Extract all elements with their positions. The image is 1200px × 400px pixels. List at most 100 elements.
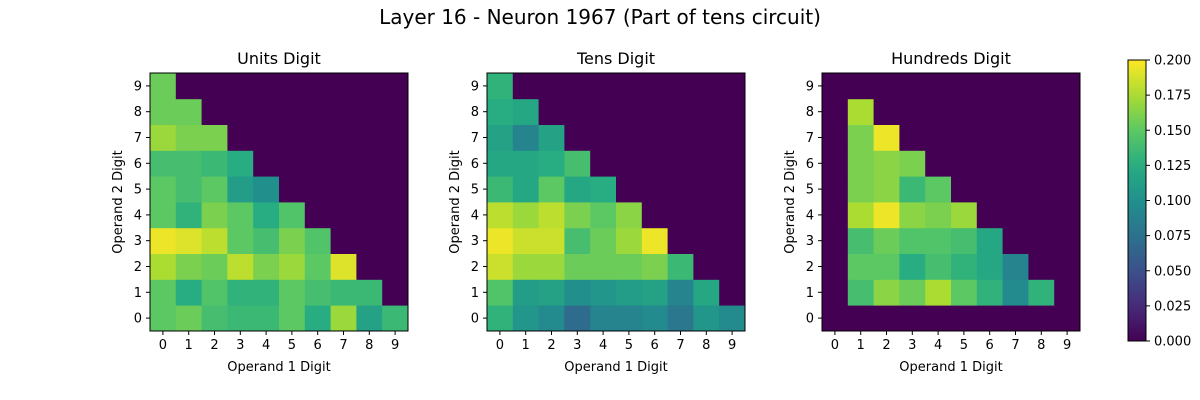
heatmap-cell <box>175 124 202 151</box>
heatmap-cell <box>1002 227 1029 254</box>
heatmap-cell <box>873 124 900 151</box>
x-tick-label: 7 <box>676 338 684 353</box>
heatmap-cell <box>641 150 668 177</box>
y-tick-label: 7 <box>134 131 142 146</box>
heatmap-cell <box>382 150 409 177</box>
heatmap-cell <box>693 73 720 100</box>
heatmap-cell <box>279 227 306 254</box>
heatmap-cell <box>330 124 357 151</box>
heatmap-cell <box>951 253 978 280</box>
y-tick-label: 7 <box>806 131 814 146</box>
heatmap-cell <box>590 176 617 203</box>
heatmap-cell <box>304 253 331 280</box>
heatmap-cell <box>175 150 202 177</box>
heatmap-cell <box>253 124 280 151</box>
heatmap-cell <box>590 253 617 280</box>
y-tick-label: 6 <box>471 157 479 172</box>
heatmap-cell <box>279 305 306 332</box>
heatmap-cell <box>330 227 357 254</box>
heatmap-cell <box>330 98 357 125</box>
x-tick-label: 0 <box>496 338 504 353</box>
heatmap-cell <box>382 73 409 100</box>
heatmap-cell <box>487 227 514 254</box>
heatmap-cell <box>616 176 643 203</box>
colorbar-tick-label: 0.200 <box>1154 54 1191 69</box>
figure-title: Layer 16 - Neuron 1967 (Part of tens cir… <box>379 5 821 29</box>
heatmap-cell <box>1002 124 1029 151</box>
heatmap-cell <box>873 279 900 306</box>
heatmap-cell <box>538 227 565 254</box>
x-tick-label: 4 <box>934 338 942 353</box>
heatmap-cell <box>873 202 900 229</box>
y-tick-label: 4 <box>471 208 479 223</box>
heatmap-cell <box>227 124 254 151</box>
heatmap-cell <box>150 279 177 306</box>
heatmap-cell <box>693 150 720 177</box>
heatmap-cell <box>201 279 228 306</box>
heatmap-cell <box>925 150 952 177</box>
heatmap-cell <box>925 227 952 254</box>
heatmap-cell <box>899 279 926 306</box>
y-tick-label: 5 <box>471 183 479 198</box>
heatmap-cell <box>1002 98 1029 125</box>
heatmap-cell <box>822 176 849 203</box>
heatmap-cell <box>227 227 254 254</box>
heatmap-cell <box>1054 253 1081 280</box>
colorbar-tick-label: 0.075 <box>1154 229 1191 244</box>
heatmap-cell <box>667 98 694 125</box>
heatmap-cell <box>667 124 694 151</box>
heatmap-cell <box>641 279 668 306</box>
heatmap-cell <box>253 253 280 280</box>
heatmap-cell <box>279 98 306 125</box>
heatmap-cell <box>1054 73 1081 100</box>
heatmap-cell <box>279 176 306 203</box>
heatmap-cell <box>951 150 978 177</box>
x-tick-label: 1 <box>522 338 530 353</box>
colorbar-tick-label: 0.100 <box>1154 194 1191 209</box>
heatmap-cell <box>1002 73 1029 100</box>
heatmap-cell <box>847 305 874 332</box>
heatmap-cell <box>641 124 668 151</box>
heatmap-cell <box>847 279 874 306</box>
heatmap-cell <box>925 124 952 151</box>
heatmap-cell <box>1054 202 1081 229</box>
heatmap-cell <box>719 176 746 203</box>
heatmap-cell <box>590 305 617 332</box>
heatmap-cell <box>1028 98 1055 125</box>
colorbar-tick-label: 0.025 <box>1154 299 1191 314</box>
heatmap-cell <box>976 176 1003 203</box>
colorbar-tick-label: 0.000 <box>1154 335 1191 350</box>
heatmap-cell <box>304 124 331 151</box>
heatmap-cell <box>616 305 643 332</box>
panel-title: Hundreds Digit <box>891 49 1011 68</box>
y-axis-label: Operand 2 Digit <box>448 150 463 253</box>
heatmap-cell <box>1002 253 1029 280</box>
heatmap-cell <box>175 305 202 332</box>
heatmap-cell <box>564 98 591 125</box>
heatmap-cell <box>590 202 617 229</box>
heatmap-cell <box>382 124 409 151</box>
heatmap-cell <box>279 202 306 229</box>
heatmap-cell <box>693 98 720 125</box>
heatmap-cell <box>899 73 926 100</box>
heatmap-cell <box>382 98 409 125</box>
heatmap-cell <box>899 124 926 151</box>
heatmap-cell <box>667 279 694 306</box>
heatmap-cell <box>227 253 254 280</box>
heatmap-cell <box>279 253 306 280</box>
heatmap-cell <box>976 227 1003 254</box>
heatmap-cell <box>1028 124 1055 151</box>
heatmap-cell <box>616 253 643 280</box>
heatmap-cell <box>227 73 254 100</box>
y-tick-label: 1 <box>134 286 142 301</box>
heatmap-cell <box>822 73 849 100</box>
y-tick-label: 2 <box>134 260 142 275</box>
y-tick-label: 3 <box>471 234 479 249</box>
heatmap-cell <box>925 253 952 280</box>
heatmap-cell <box>253 98 280 125</box>
heatmap-cell <box>976 73 1003 100</box>
heatmap-cell <box>822 227 849 254</box>
heatmap-cell <box>382 176 409 203</box>
heatmap-cell <box>693 227 720 254</box>
